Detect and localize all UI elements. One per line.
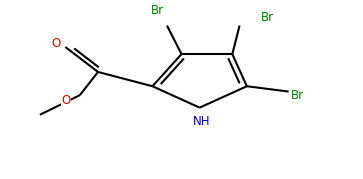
Text: Br: Br <box>290 89 303 102</box>
Text: Br: Br <box>151 4 164 17</box>
Text: O: O <box>52 37 61 50</box>
Text: O: O <box>62 94 71 107</box>
Text: NH: NH <box>193 115 210 128</box>
Text: Br: Br <box>261 11 274 24</box>
